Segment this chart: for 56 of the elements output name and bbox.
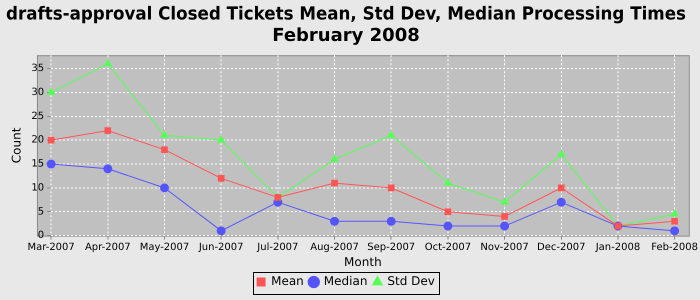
x-tick-label: Feb-2008 xyxy=(651,242,698,254)
point xyxy=(443,222,452,231)
point xyxy=(671,218,678,225)
point xyxy=(670,226,680,236)
x-tick-label: Nov-2007 xyxy=(480,242,529,254)
point xyxy=(444,178,452,186)
point xyxy=(670,210,679,217)
point xyxy=(501,213,508,220)
x-tick-label: Jul-2007 xyxy=(256,242,298,254)
point xyxy=(500,222,510,231)
x-tick-label: Aug-2007 xyxy=(310,242,359,254)
point xyxy=(160,183,169,192)
x-tick-label: Dec-2007 xyxy=(537,242,586,254)
point xyxy=(104,127,112,134)
y-tick-label: 20 xyxy=(31,134,44,146)
point xyxy=(388,184,395,192)
y-tick-label: 0 xyxy=(38,230,44,242)
point xyxy=(387,130,396,138)
x-tick-label: Jun-2007 xyxy=(198,242,244,254)
x-tick-label: May-2007 xyxy=(140,242,190,254)
x-tick-label: Apr-2007 xyxy=(84,242,131,254)
legend-label: Std Dev xyxy=(387,274,435,288)
point xyxy=(103,164,112,174)
x-tick-label: Oct-2007 xyxy=(424,242,472,254)
point xyxy=(500,198,509,205)
point xyxy=(444,208,452,216)
point xyxy=(558,184,565,192)
point xyxy=(104,59,112,66)
point xyxy=(556,198,566,207)
legend-label: Mean xyxy=(271,274,304,288)
point xyxy=(557,150,566,157)
y-tick-label: 35 xyxy=(31,63,44,74)
point xyxy=(48,136,54,144)
x-tick-label: Sep-2007 xyxy=(367,242,416,254)
chart-title: drafts-approval Closed Tickets Mean, Std Dev, Median Processing Times February 2008 xyxy=(6,4,686,46)
point xyxy=(160,130,168,138)
point xyxy=(218,175,224,182)
x-tick-label: Jan-2008 xyxy=(594,242,640,254)
x-axis-title: Month xyxy=(344,254,382,269)
point xyxy=(330,154,338,162)
point xyxy=(330,216,340,226)
legend-label: Median xyxy=(324,274,368,288)
point xyxy=(386,216,396,226)
y-tick-label: 5 xyxy=(38,206,44,218)
point xyxy=(46,160,56,169)
point xyxy=(161,146,168,154)
point xyxy=(217,136,226,143)
y-tick-label: 25 xyxy=(31,110,44,122)
point xyxy=(47,88,56,95)
x-tick-label: Mar-2007 xyxy=(27,242,75,254)
point xyxy=(216,226,226,236)
y-tick-label: 10 xyxy=(31,182,44,194)
y-tick-label: 15 xyxy=(31,158,44,170)
point xyxy=(331,180,338,186)
y-tick-label: 30 xyxy=(31,87,44,98)
y-axis-title: Count xyxy=(9,127,24,164)
